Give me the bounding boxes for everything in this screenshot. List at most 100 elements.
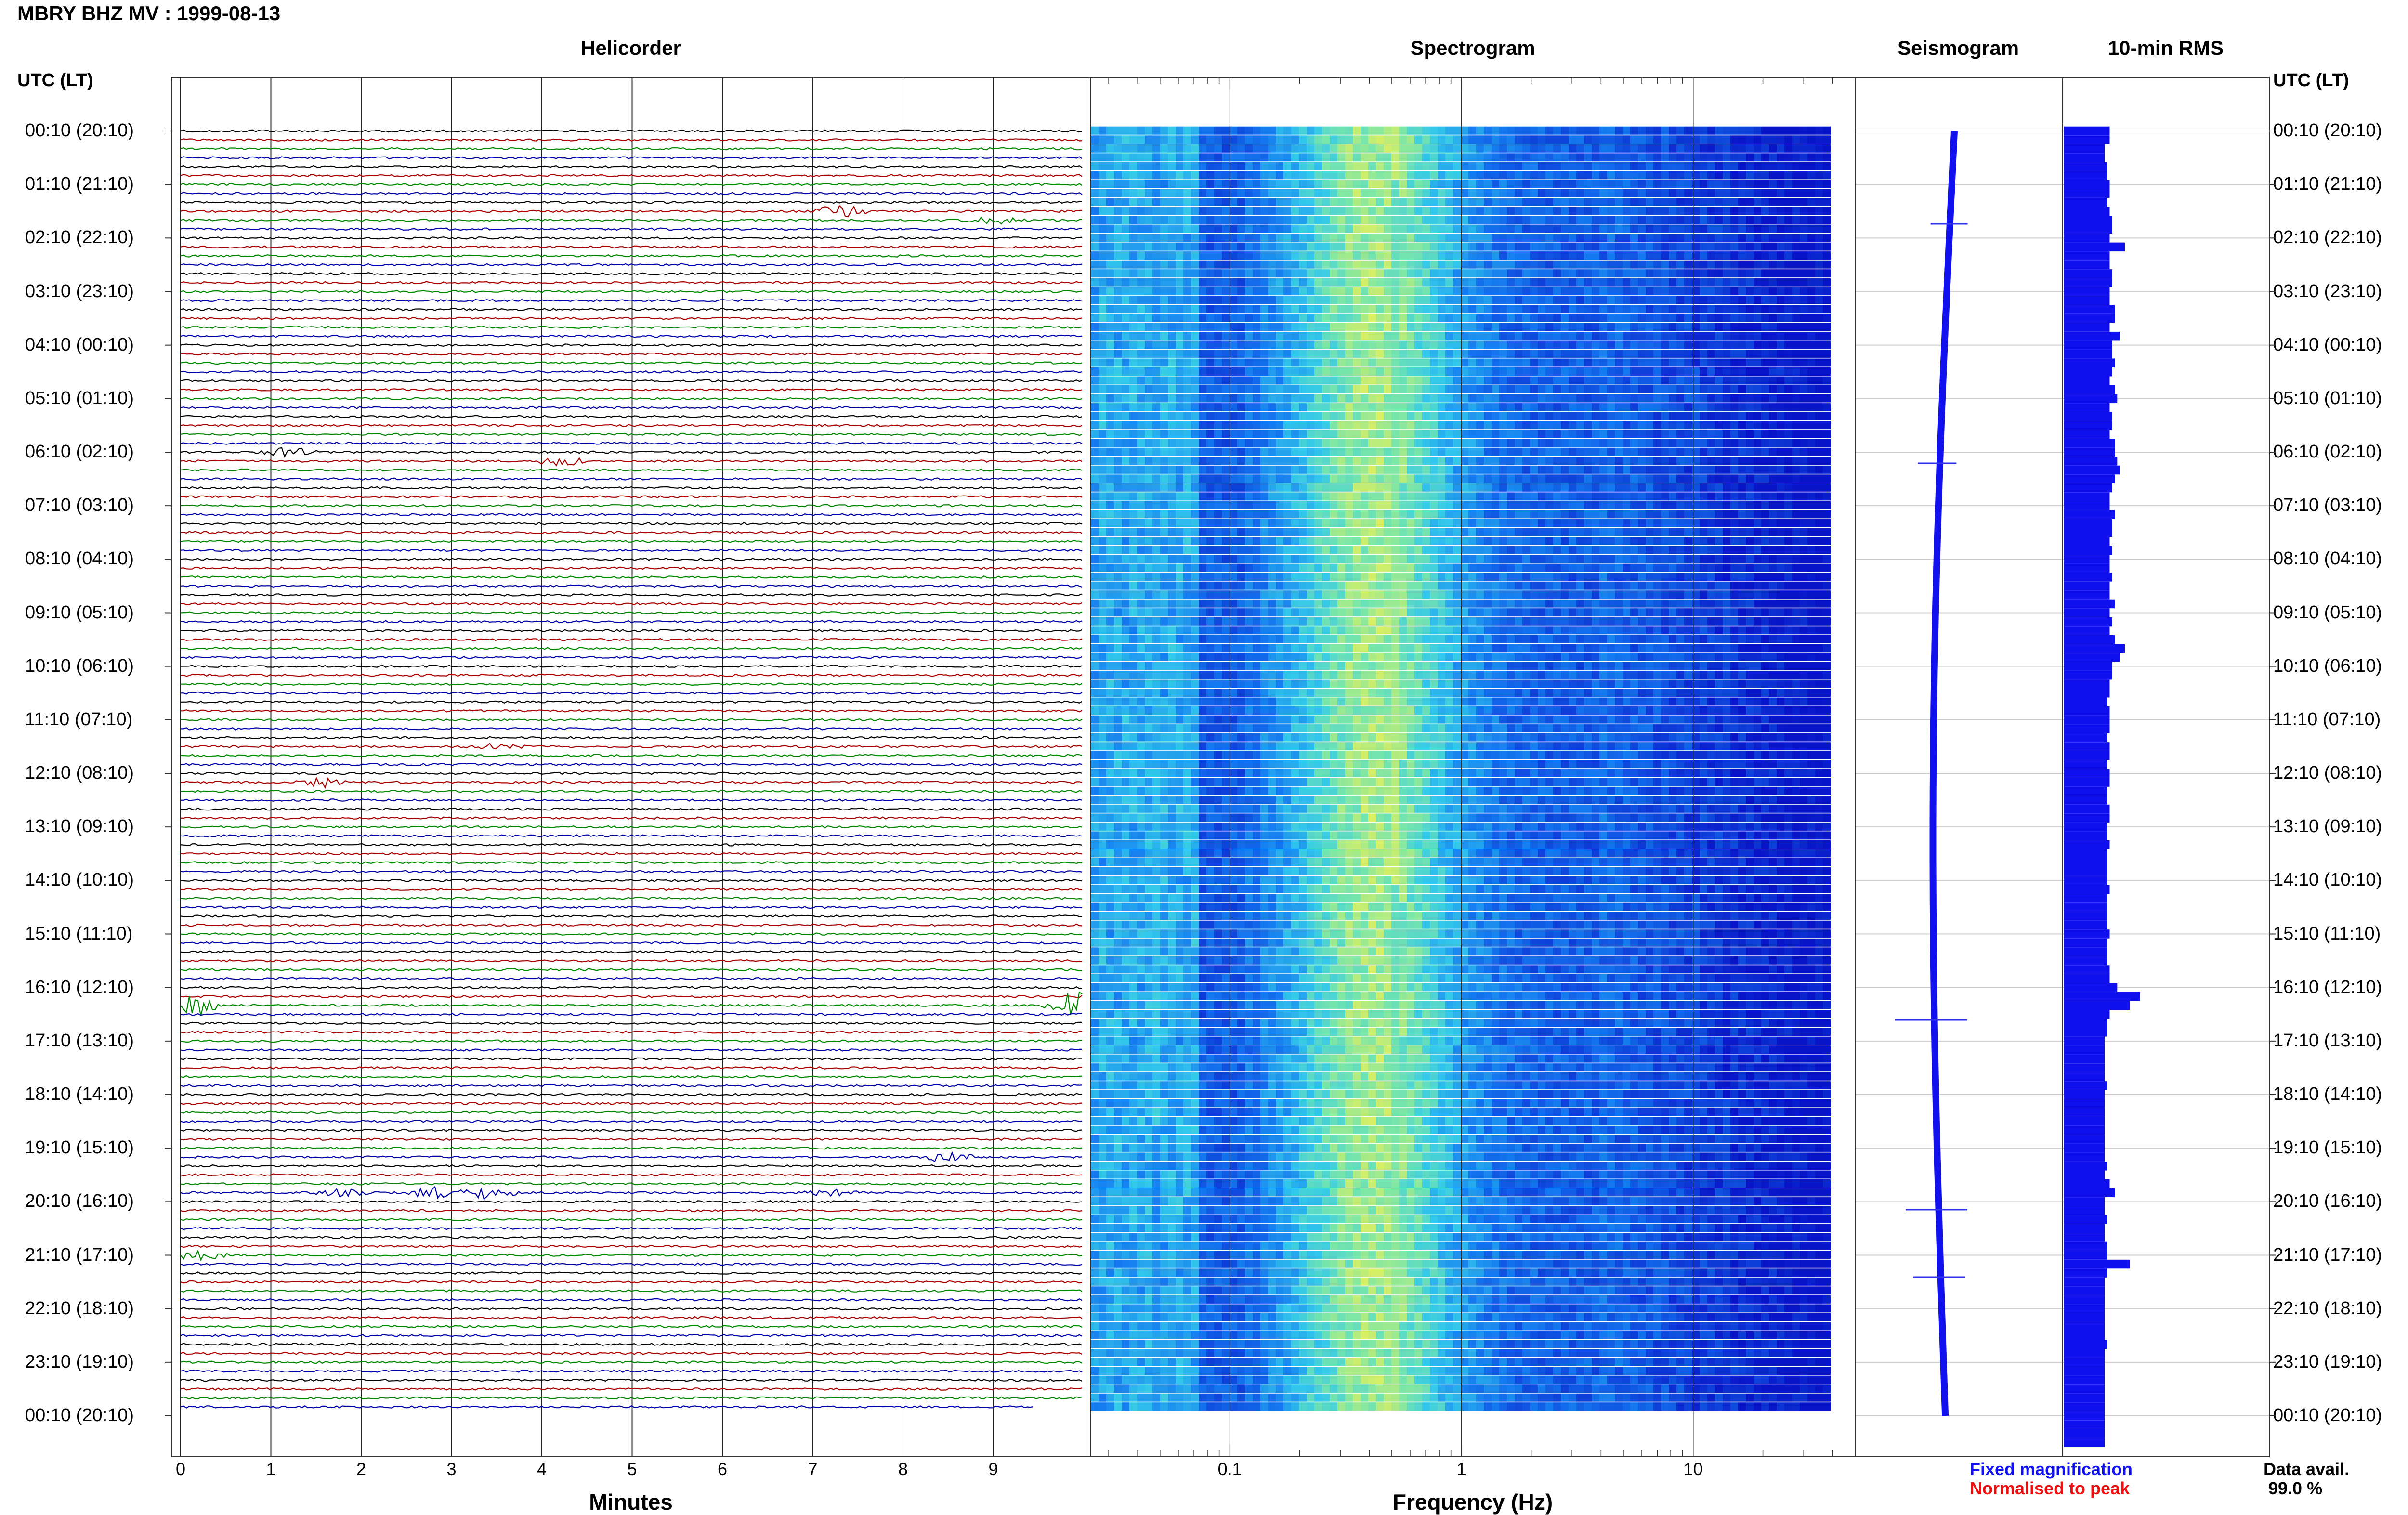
spectrogram-cell <box>1330 439 1337 447</box>
spectrogram-cell <box>1545 367 1553 376</box>
spectrogram-cell <box>1129 225 1137 233</box>
spectrogram-cell <box>1676 234 1684 242</box>
spectrogram-cell <box>1407 359 1414 367</box>
spectrogram-cell <box>1492 269 1499 277</box>
spectrogram-cell <box>1507 474 1515 483</box>
spectrogram-cell <box>1754 153 1761 161</box>
spectrogram-cell <box>1322 430 1330 438</box>
spectrogram-cell <box>1106 412 1114 420</box>
spectrogram-cell <box>1723 492 1730 500</box>
spectrogram-cell <box>1322 519 1330 527</box>
spectrogram-cell <box>1276 421 1283 429</box>
spectrogram-cell <box>1476 180 1484 188</box>
spectrogram-cell <box>1152 162 1160 170</box>
spectrogram-cell <box>1661 207 1669 215</box>
spectrogram-cell <box>1584 189 1592 197</box>
spectrogram-cell <box>1253 421 1260 429</box>
spectrogram-cell <box>1106 216 1114 224</box>
spectrogram-cell <box>1176 135 1183 144</box>
spectrogram-cell <box>1214 207 1222 215</box>
spectrogram-cell <box>1160 287 1168 295</box>
spectrogram-cell <box>1507 198 1515 206</box>
spectrogram-cell <box>1283 483 1291 492</box>
spectrogram-cell <box>1592 269 1599 277</box>
spectrogram-cell <box>1661 546 1669 554</box>
spectrogram-cell <box>1099 162 1106 170</box>
spectrogram-cell <box>1353 519 1361 527</box>
spectrogram-cell <box>1815 528 1823 536</box>
spectrogram-cell <box>1807 385 1815 393</box>
spectrogram-cell <box>1453 323 1461 331</box>
spectrogram-cell <box>1206 412 1214 420</box>
spectrogram-cell <box>1545 340 1553 349</box>
spectrogram-cell <box>1646 153 1653 161</box>
spectrogram-cell <box>1399 153 1407 161</box>
spectrogram-cell <box>1299 474 1307 483</box>
spectrogram-cell <box>1160 323 1168 331</box>
spectrogram-cell <box>1430 296 1438 304</box>
spectrogram-cell <box>1569 430 1576 438</box>
spectrogram-cell <box>1530 225 1538 233</box>
spectrogram-cell <box>1122 171 1129 179</box>
spectrogram-cell <box>1738 385 1746 393</box>
spectrogram-cell <box>1646 564 1653 572</box>
spectrogram-cell <box>1607 216 1615 224</box>
spectrogram-cell <box>1684 171 1692 179</box>
spectrogram-cell <box>1091 537 1099 545</box>
spectrogram-cell <box>1792 403 1800 411</box>
spectrogram-cell <box>1492 528 1499 536</box>
spectrogram-cell <box>1661 243 1669 251</box>
spectrogram-cell <box>1407 234 1414 242</box>
spectrogram-cell <box>1807 198 1815 206</box>
spectrogram-cell <box>1676 403 1684 411</box>
spectrogram-cell <box>1630 430 1638 438</box>
spectrogram-cell <box>1445 457 1453 465</box>
spectrogram-cell <box>1545 278 1553 287</box>
spectrogram-cell <box>1168 216 1176 224</box>
spectrogram-cell <box>1322 180 1330 188</box>
spectrogram-cell <box>1676 314 1684 322</box>
spectrogram-cell <box>1499 474 1507 483</box>
spectrogram-cell <box>1145 225 1152 233</box>
spectrogram-cell <box>1584 261 1592 269</box>
spectrogram-cell <box>1584 519 1592 527</box>
spectrogram-cell <box>1522 296 1530 304</box>
spectrogram-cell <box>1129 377 1137 385</box>
spectrogram-cell <box>1669 555 1676 563</box>
spectrogram-cell <box>1576 216 1584 224</box>
spectrogram-cell <box>1330 492 1337 500</box>
spectrogram-cell <box>1384 251 1391 260</box>
spectrogram-cell <box>1407 261 1414 269</box>
spectrogram-cell <box>1545 457 1553 465</box>
spectrogram-cell <box>1122 144 1129 153</box>
spectrogram-cell <box>1099 501 1106 509</box>
spectrogram-cell <box>1199 474 1206 483</box>
spectrogram-cell <box>1399 359 1407 367</box>
spectrogram-cell <box>1168 350 1176 358</box>
spectrogram-cell <box>1746 359 1754 367</box>
spectrogram-cell <box>1476 528 1484 536</box>
spectrogram-cell <box>1176 519 1183 527</box>
spectrogram-cell <box>1700 528 1707 536</box>
spectrogram-cell <box>1276 412 1283 420</box>
spectrogram-cell <box>1245 269 1253 277</box>
spectrogram-cell <box>1145 528 1152 536</box>
spectrogram-cell <box>1769 127 1777 135</box>
spectrogram-cell <box>1168 474 1176 483</box>
spectrogram-cell <box>1245 537 1253 545</box>
spectrogram-cell <box>1738 510 1746 518</box>
spectrogram-cell <box>1453 251 1461 260</box>
spectrogram-cell <box>1707 332 1715 340</box>
spectrogram-cell <box>1784 287 1792 295</box>
spectrogram-cell <box>1499 457 1507 465</box>
spectrogram-cell <box>1499 359 1507 367</box>
spectrogram-cell <box>1522 225 1530 233</box>
spectrogram-cell <box>1368 359 1376 367</box>
spectrogram-cell <box>1615 323 1623 331</box>
spectrogram-cell <box>1738 207 1746 215</box>
spectrogram-cell <box>1176 439 1183 447</box>
spectrogram-cell <box>1230 528 1237 536</box>
spectrogram-cell <box>1191 278 1199 287</box>
spectrogram-cell <box>1114 287 1122 295</box>
spectrogram-cell <box>1168 189 1176 197</box>
